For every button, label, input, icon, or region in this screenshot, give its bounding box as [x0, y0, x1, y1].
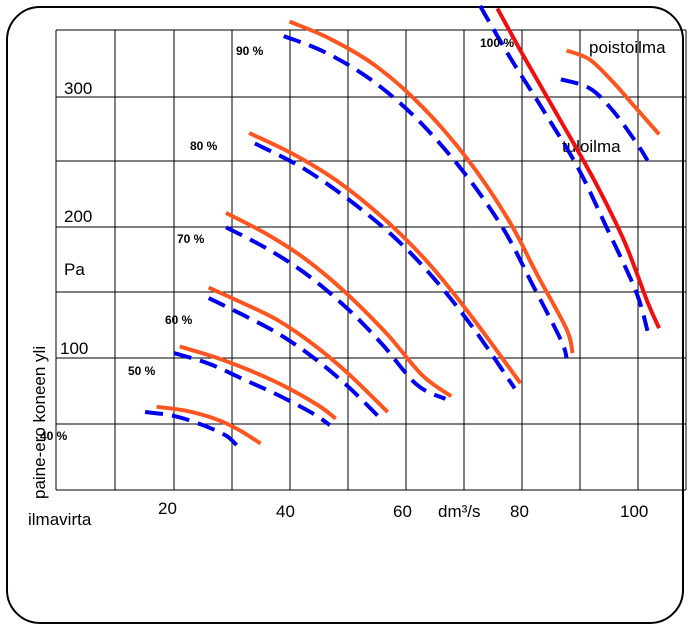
exhaust-curve-4: [248, 131, 523, 385]
level-label-100: 100 %: [480, 36, 514, 50]
x-tick-20: 20: [158, 499, 177, 518]
supply-curve-4: [253, 141, 517, 390]
x-tick-80: 80: [510, 502, 529, 521]
y-tick-200: 200: [64, 207, 92, 226]
exhaust-curve-7: [565, 48, 661, 136]
supply-curve-5: [282, 34, 569, 359]
level-label-80: 80 %: [190, 139, 218, 153]
x-unit-label: dm³/s: [438, 502, 481, 521]
supply-curve-2: [207, 296, 384, 422]
x-tick-labels: 20 40 60 80 100 dm³/s: [158, 499, 648, 521]
supply-curve-6: [478, 4, 650, 332]
level-label-60: 60 %: [165, 313, 193, 327]
exhaust-curve-2: [207, 285, 390, 414]
level-label-40: 40 %: [40, 429, 68, 443]
exhaust-curve-6: [495, 7, 661, 330]
supply-curve-0: [144, 410, 239, 448]
y-axis-title: paine-ero koneen yli: [30, 346, 49, 499]
supply-curve-7: [560, 77, 650, 162]
y-tick-300: 300: [64, 79, 92, 98]
level-labels: 40 % 50 % 60 % 70 % 80 % 90 % 100 %: [40, 36, 514, 443]
series-curves: [144, 4, 661, 448]
exhaust-curve-0: [156, 404, 262, 446]
x-axis-title: ilmavirta: [28, 510, 92, 529]
level-label-50: 50 %: [128, 364, 156, 378]
exhaust-curve-3: [225, 211, 453, 398]
exhaust-series-label: poistoilma: [589, 38, 666, 57]
grid: [55, 29, 687, 491]
x-tick-40: 40: [276, 502, 295, 521]
x-tick-100: 100: [620, 502, 648, 521]
y-unit-label: Pa: [64, 260, 85, 279]
supply-curve-1: [173, 351, 332, 427]
exhaust-curve-5: [288, 19, 575, 354]
supply-curve-3: [225, 225, 447, 401]
x-tick-60: 60: [393, 502, 412, 521]
y-tick-labels: 300 200 Pa 100: [60, 79, 92, 358]
chart-frame: [6, 6, 684, 624]
exhaust-curve-1: [179, 344, 337, 421]
y-tick-100: 100: [60, 339, 88, 358]
level-label-70: 70 %: [177, 232, 205, 246]
level-label-90: 90 %: [236, 44, 264, 58]
